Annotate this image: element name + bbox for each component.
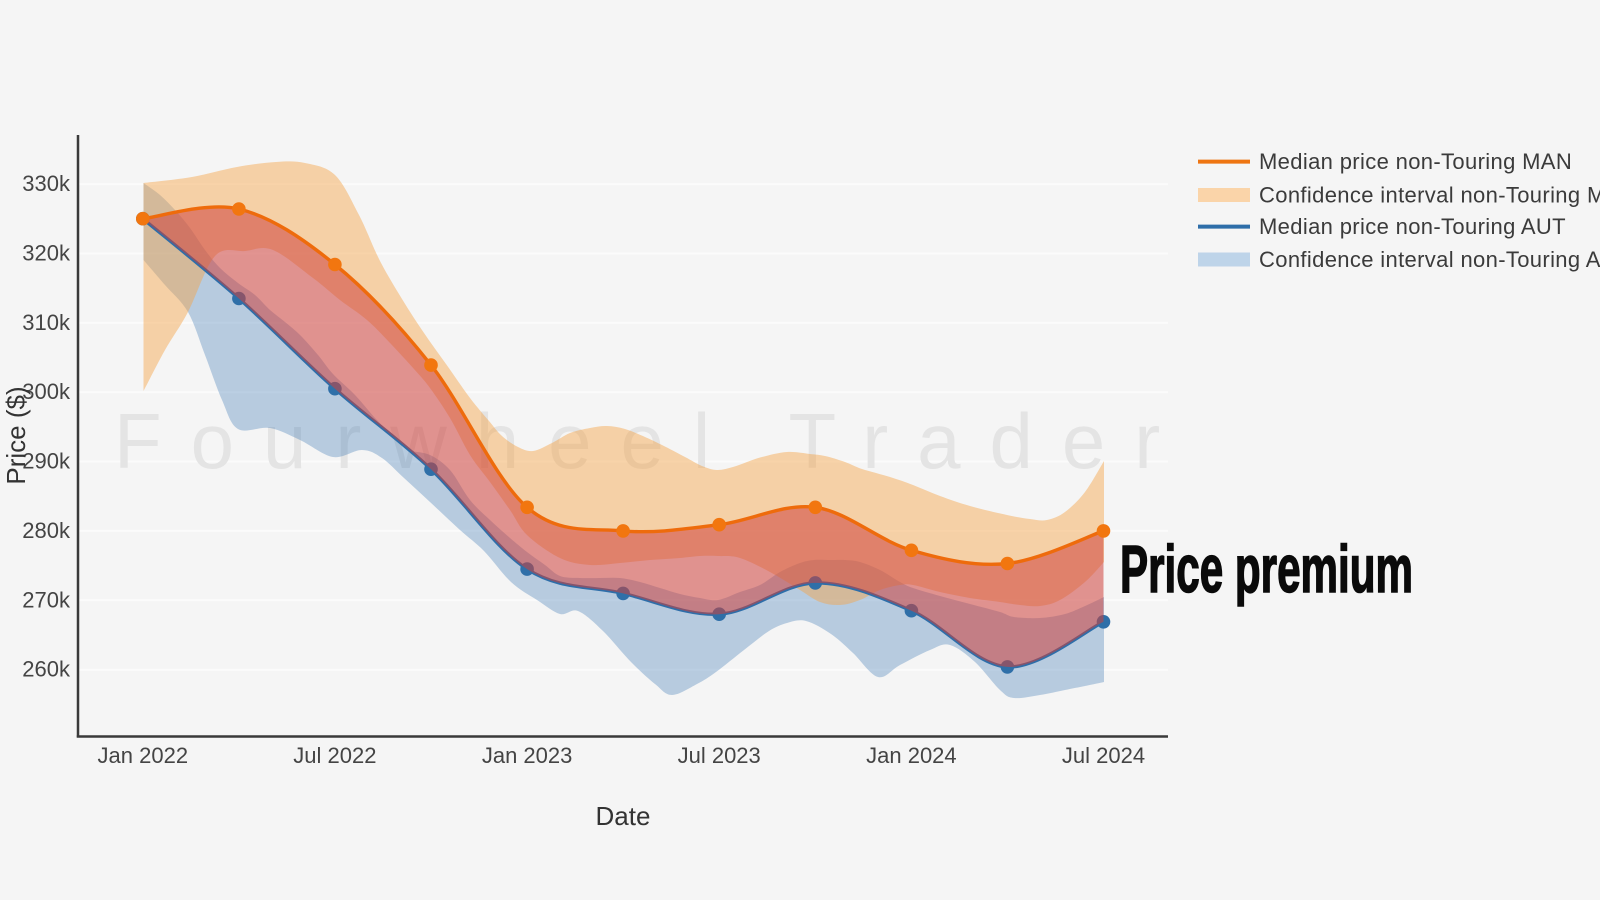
svg-text:Fourwheel Trader: Fourwheel Trader [114,397,1189,485]
svg-text:280k: 280k [22,518,71,543]
svg-text:Jan 2023: Jan 2023 [482,743,573,768]
svg-text:Jan 2024: Jan 2024 [866,743,957,768]
svg-text:330k: 330k [22,171,71,196]
svg-text:Price ($): Price ($) [1,386,31,484]
svg-text:Median price non-Touring AUT: Median price non-Touring AUT [1259,214,1566,239]
svg-text:Date: Date [596,801,651,831]
svg-text:310k: 310k [22,310,71,335]
svg-text:Confidence interval non-Tourin: Confidence interval non-Touring AUT [1259,247,1600,272]
svg-text:300k: 300k [22,379,71,404]
svg-text:Jul 2023: Jul 2023 [678,743,761,768]
svg-text:Jan 2022: Jan 2022 [98,743,189,768]
svg-text:290k: 290k [22,449,71,474]
svg-text:Jul 2022: Jul 2022 [293,743,376,768]
svg-text:260k: 260k [22,657,71,682]
svg-text:270k: 270k [22,587,71,612]
svg-text:Price premium: Price premium [1120,532,1413,607]
svg-text:Median price non-Touring MAN: Median price non-Touring MAN [1259,149,1572,174]
svg-text:320k: 320k [22,240,71,265]
svg-text:Jul 2024: Jul 2024 [1062,743,1145,768]
svg-text:Confidence interval non-Tourin: Confidence interval non-Touring MAN [1259,183,1600,208]
